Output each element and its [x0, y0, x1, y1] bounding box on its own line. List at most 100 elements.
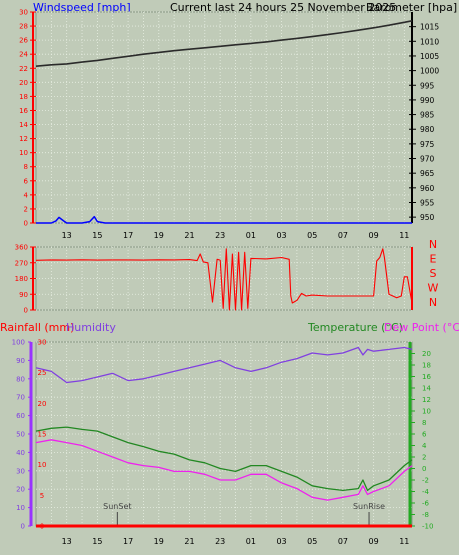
compass-label: E	[430, 253, 437, 266]
time-tick-label: 11	[399, 231, 409, 240]
barometer-tick-label: 985	[420, 111, 435, 120]
windspeed-tick-label: 22	[19, 65, 28, 73]
temperature-tick-label: 8	[422, 419, 426, 427]
time-tick-label: 05	[307, 231, 317, 240]
time-tick-label: 05	[307, 537, 317, 546]
time-tick-label: 15	[92, 537, 102, 546]
windspeed-line	[36, 215, 412, 224]
time-tick-label: 01	[246, 231, 256, 240]
humidity-line	[35, 346, 413, 384]
windspeed-tick-label: 20	[19, 79, 28, 87]
time-tick-label: 19	[154, 231, 164, 240]
time-tick-label: 19	[154, 537, 164, 546]
humidity-tick-label: 90	[16, 357, 25, 365]
time-tick-label: 09	[369, 537, 379, 546]
temperature-tick-label: 14	[422, 385, 431, 393]
temperature-tick-label: 12	[422, 396, 431, 404]
windspeed-tick-label: 2	[24, 205, 28, 213]
temperature-tick-label: -6	[422, 500, 430, 508]
barometer-line	[35, 20, 413, 67]
time-tick-label: 13	[62, 537, 72, 546]
time-tick-label: 07	[338, 537, 348, 546]
direction-tick-label: 90	[19, 291, 28, 299]
windspeed-tick-label: 8	[24, 163, 28, 171]
time-tick-label: 15	[92, 231, 102, 240]
barometer-tick-label: 990	[420, 96, 435, 105]
humidity-tick-label: 100	[12, 339, 25, 347]
windspeed-tick-label: 12	[19, 135, 28, 143]
time-tick-label: 23	[215, 537, 225, 546]
barometer-tick-label: 1005	[420, 52, 439, 61]
temperature-axis-title: Temperature (°C)	[307, 321, 403, 334]
time-tick-label: 07	[338, 231, 348, 240]
barometer-tick-label: 980	[420, 125, 435, 134]
time-tick-label: 17	[123, 537, 133, 546]
compass-label: S	[430, 267, 437, 280]
temperature-line	[35, 426, 413, 492]
humidity-tick-label: 70	[16, 394, 25, 402]
direction-tick-label: 180	[15, 275, 28, 283]
windspeed-tick-label: 16	[19, 107, 28, 115]
windspeed-tick-label: 10	[19, 149, 28, 157]
chart-panels: 0246810121416182022242628309509559609659…	[12, 9, 440, 547]
windspeed-tick-label: 30	[19, 9, 28, 17]
sun-marker-label: SunSet	[103, 502, 131, 511]
temperature-tick-label: 4	[422, 442, 427, 450]
rainfall-tick-label: 10	[38, 461, 47, 469]
humidity-axis-title: Humidity	[66, 321, 116, 334]
windspeed-tick-label: 24	[19, 51, 28, 59]
windspeed-tick-label: 28	[19, 23, 28, 31]
temperature-tick-label: 10	[422, 408, 431, 416]
windspeed-tick-label: 14	[19, 121, 28, 129]
humidity-tick-label: 10	[16, 504, 25, 512]
barometer-tick-label: 975	[420, 140, 435, 149]
time-tick-label: 23	[215, 231, 225, 240]
temperature-tick-label: 20	[422, 350, 431, 358]
humidity-tick-label: 60	[16, 412, 25, 420]
temperature-tick-label: 18	[422, 362, 431, 370]
humidity-tick-label: 50	[16, 431, 25, 439]
compass-label: N	[429, 296, 437, 309]
windspeed-tick-label: 26	[19, 37, 28, 45]
time-tick-label: 21	[184, 537, 194, 546]
dewpoint-axis-title: Dew Point (°C)	[384, 321, 459, 334]
time-tick-label: 09	[369, 231, 379, 240]
time-tick-label: 01	[246, 537, 256, 546]
rainfall-tick-label: 30	[38, 339, 47, 347]
time-tick-label: 17	[123, 231, 133, 240]
time-tick-label: 11	[399, 537, 409, 546]
temperature-tick-label: -10	[422, 523, 433, 531]
rainfall-tick-label: 20	[38, 400, 47, 408]
time-tick-label: 03	[276, 537, 286, 546]
windspeed-axis-title: Windspeed [mph]	[33, 1, 131, 14]
barometer-tick-label: 970	[420, 155, 435, 164]
barometer-tick-label: 965	[420, 169, 435, 178]
temperature-tick-label: -8	[422, 511, 429, 519]
temperature-tick-label: -4	[422, 488, 430, 496]
humidity-tick-label: 30	[16, 467, 25, 475]
time-tick-label: 21	[184, 231, 194, 240]
barometer-tick-label: 1010	[420, 37, 439, 46]
windspeed-tick-label: 18	[19, 93, 28, 101]
barometer-axis-title: Barometer [hpa]	[366, 1, 457, 14]
humidity-tick-label: 0	[21, 523, 25, 531]
temperature-tick-label: 0	[422, 465, 426, 473]
wind-direction-line	[35, 248, 413, 311]
direction-tick-label: 270	[15, 259, 28, 267]
windspeed-tick-label: 0	[24, 220, 28, 228]
temperature-tick-label: 2	[422, 454, 426, 462]
rainfall-tick-label: 5	[40, 492, 44, 500]
compass-label: N	[429, 238, 437, 251]
compass-label: W	[428, 282, 439, 295]
humidity-tick-label: 20	[16, 486, 25, 494]
time-tick-label: 03	[276, 231, 286, 240]
humidity-tick-label: 40	[16, 449, 25, 457]
rainfall-tick-label: 15	[38, 431, 47, 439]
direction-tick-label: 360	[15, 244, 28, 252]
barometer-tick-label: 955	[420, 198, 435, 207]
windspeed-tick-label: 6	[24, 177, 29, 185]
page-title: Current last 24 hours 25 November 2025	[170, 1, 396, 14]
rainfall-tick-label: 25	[38, 369, 47, 377]
